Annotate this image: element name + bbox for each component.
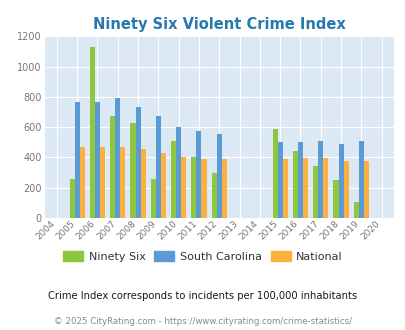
- Legend: Ninety Six, South Carolina, National: Ninety Six, South Carolina, National: [58, 247, 347, 267]
- Bar: [110, 116, 115, 218]
- Bar: [115, 98, 120, 218]
- Bar: [363, 161, 368, 218]
- Bar: [201, 159, 206, 218]
- Bar: [312, 166, 318, 218]
- Bar: [120, 148, 125, 218]
- Text: Crime Index corresponds to incidents per 100,000 inhabitants: Crime Index corresponds to incidents per…: [48, 291, 357, 301]
- Bar: [100, 147, 105, 218]
- Bar: [140, 149, 145, 218]
- Bar: [282, 159, 287, 218]
- Bar: [90, 47, 95, 218]
- Bar: [79, 147, 85, 218]
- Bar: [221, 159, 226, 218]
- Bar: [75, 102, 79, 218]
- Bar: [297, 142, 302, 218]
- Bar: [343, 161, 348, 218]
- Bar: [156, 116, 160, 218]
- Bar: [160, 153, 166, 218]
- Bar: [322, 158, 328, 218]
- Title: Ninety Six Violent Crime Index: Ninety Six Violent Crime Index: [93, 17, 345, 32]
- Bar: [69, 179, 75, 218]
- Text: © 2025 CityRating.com - https://www.cityrating.com/crime-statistics/: © 2025 CityRating.com - https://www.city…: [54, 317, 351, 326]
- Bar: [353, 202, 358, 218]
- Bar: [216, 134, 221, 218]
- Bar: [318, 141, 322, 218]
- Bar: [95, 102, 100, 218]
- Bar: [135, 107, 140, 218]
- Bar: [171, 141, 176, 218]
- Bar: [176, 127, 181, 218]
- Bar: [191, 157, 196, 218]
- Bar: [130, 123, 135, 218]
- Bar: [272, 129, 277, 218]
- Bar: [277, 142, 282, 218]
- Bar: [181, 157, 186, 218]
- Bar: [196, 131, 201, 218]
- Bar: [211, 173, 216, 218]
- Bar: [292, 151, 297, 218]
- Bar: [338, 145, 343, 218]
- Bar: [150, 179, 156, 218]
- Bar: [358, 141, 363, 218]
- Bar: [333, 180, 338, 218]
- Bar: [302, 158, 307, 218]
